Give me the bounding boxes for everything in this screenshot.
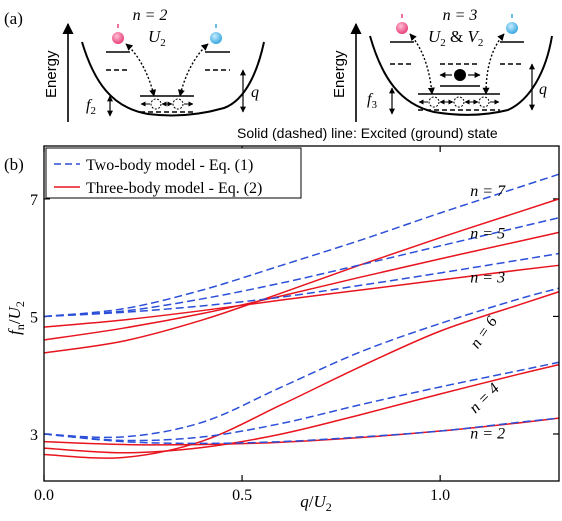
two-body-curve-n5 <box>43 216 560 318</box>
three-body-curve-n3 <box>43 264 560 328</box>
two-body-curve-n2 <box>43 417 560 445</box>
bound-atom-r3 <box>478 96 490 108</box>
curve-annotation: n = 2 <box>470 426 505 443</box>
energy-label-right: Energy <box>331 50 348 98</box>
f-label-left: f2 <box>86 97 96 117</box>
curve-annotation: n = 3 <box>470 269 505 286</box>
f-label-right: f3 <box>367 91 377 111</box>
three-body-curve-n6 <box>43 291 560 459</box>
x-axis-label: q/U2 <box>300 492 332 514</box>
x-tick-label: 1.0 <box>430 487 450 504</box>
bound-atom-r2 <box>453 96 465 108</box>
q-label-left: q <box>251 84 259 101</box>
panel-b-label: (b) <box>4 155 24 174</box>
legend-label-two-body: Two-body model - Eq. (1) <box>86 157 253 174</box>
q-label-right: q <box>539 81 547 98</box>
transition-arrow-left-r <box>409 33 435 95</box>
three-body-curve-n7 <box>43 198 560 354</box>
tick-labels: 0.0 0.5 1.0 3 5 7 <box>30 192 450 504</box>
curve-annotation: n = 5 <box>470 225 505 242</box>
left-well-diagram: Energy n = 2 U2 f2 q <box>43 7 265 122</box>
y-axis-label: fn/U2 <box>5 301 27 335</box>
spin-down-atom <box>210 32 222 44</box>
spin-up-atom <box>112 32 124 44</box>
two-body-curve-n6 <box>43 287 560 439</box>
bound-atom-2 <box>172 98 184 110</box>
legend-box <box>45 147 302 199</box>
transition-arrow-right-r <box>482 33 505 95</box>
three-body-curve-n5 <box>43 231 560 341</box>
legend-label-three-body: Three-body model - Eq. (2) <box>86 180 262 197</box>
panel-a-label: (a) <box>4 9 23 28</box>
n-label-right: n = 3 <box>443 7 478 24</box>
plot-frame <box>43 145 560 482</box>
x-tick-label: 0.0 <box>34 487 54 504</box>
interaction-label-left: U2 <box>148 27 166 49</box>
bound-atom-1 <box>150 98 162 110</box>
potential-well-right <box>369 35 553 116</box>
two-body-curve-n4 <box>43 361 560 442</box>
series-layer <box>43 173 560 459</box>
spin-down-atom-r <box>506 22 518 34</box>
potential-well-left <box>81 41 265 117</box>
three-body-curve-n2 <box>43 417 560 446</box>
two-body-curve-n7 <box>43 173 560 318</box>
x-tick-label: 0.5 <box>232 487 252 504</box>
y-tick-label: 3 <box>30 427 38 444</box>
panel-a-caption: Solid (dashed) line: Excited (ground) st… <box>237 125 498 141</box>
right-well-diagram: Energy n = 3 U2 & V2 f3 q <box>331 7 553 122</box>
third-atom <box>454 69 466 81</box>
legend: Two-body model - Eq. (1) Three-body mode… <box>45 147 302 199</box>
transition-arrow-left <box>125 43 157 97</box>
curve-annotation: n = 7 <box>470 183 506 200</box>
y-tick-label: 7 <box>30 192 38 209</box>
bound-atom-r1 <box>428 96 440 108</box>
interaction-label-right: U2 & V2 <box>428 27 483 49</box>
spin-up-atom-r <box>396 22 408 34</box>
energy-label-left: Energy <box>43 50 60 98</box>
transition-arrow-right <box>177 43 209 97</box>
two-body-curve-n3 <box>43 252 560 318</box>
y-tick-label: 5 <box>30 309 38 326</box>
n-label-left: n = 2 <box>133 7 168 24</box>
three-body-curve-n4 <box>43 363 560 454</box>
